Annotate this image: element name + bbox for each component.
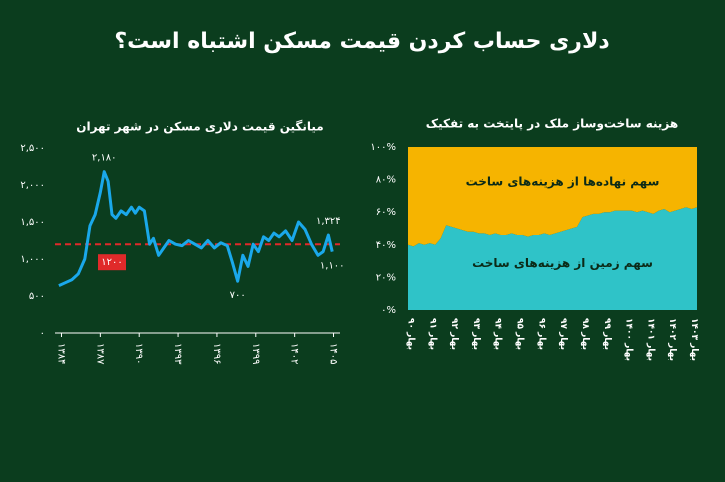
x-tick-label: بهار ۹۰	[406, 318, 416, 350]
annotation: ۱,۱۰۰	[320, 261, 345, 272]
area-label: سهم زمین از هزینه‌های ساخت	[472, 256, 653, 270]
x-tick-label: بهار ۱۴۰۰	[624, 318, 634, 361]
y-tick-label: ۲,۰۰۰	[20, 180, 45, 191]
x-tick-label: بهار ۹۶	[536, 318, 546, 350]
annotation: ۲,۱۸۰	[92, 153, 117, 164]
reference-label: ۱۲۰۰	[101, 257, 122, 268]
x-tick-label: بهار ۱۴۰۳	[689, 318, 699, 361]
annotation: ۷۰۰	[230, 290, 246, 301]
x-tick-label: ۱۳۸۷	[94, 343, 105, 365]
data-line	[58, 170, 334, 288]
y-tick-label: ۱,۰۰۰	[20, 254, 45, 265]
x-tick-label: ۱۴۰۲	[289, 343, 300, 364]
x-tick-label: بهار ۹۹	[602, 318, 612, 350]
x-tick-label: بهار ۹۱	[427, 318, 437, 350]
y-tick-label: ۲۰%	[376, 272, 396, 283]
y-tick-label: ۱۰۰%	[370, 142, 396, 153]
y-tick-label: ۵۰۰	[29, 291, 45, 302]
area	[408, 207, 697, 310]
annotation: ۱,۳۲۴	[316, 216, 341, 227]
main-title: دلاری حساب کردن قیمت مسکن اشتباه است؟	[114, 29, 609, 54]
x-tick-label: بهار ۹۸	[580, 318, 590, 350]
y-tick-label: ۴۰%	[376, 240, 396, 251]
y-tick-label: ۰	[40, 328, 45, 339]
x-tick-label: بهار ۹۳	[471, 318, 481, 350]
x-tick-label: بهار ۱۴۰۲	[667, 318, 677, 361]
chart-title: هزینه ساخت‌وساز ملک در پایتخت به تفکیک	[426, 117, 678, 132]
y-tick-label: ۸۰%	[376, 175, 396, 186]
x-tick-label: ۱۳۹۳	[172, 343, 183, 365]
x-tick-label: ۱۴۰۵	[328, 343, 339, 364]
y-tick-label: ۶۰%	[376, 207, 396, 218]
x-tick-label: بهار ۹۵	[515, 318, 525, 350]
reference-label-box	[98, 254, 126, 271]
x-tick-label: بهار ۹۲	[449, 318, 459, 350]
chart-title: میانگین قیمت دلاری مسکن در شهر تهران	[76, 120, 324, 134]
x-tick-label: ۱۳۹۰	[133, 343, 144, 364]
x-tick-label: بهار ۹۷	[558, 318, 568, 350]
x-tick-label: ۱۳۹۹	[250, 343, 261, 364]
area-label: سهم نهاده‌ها از هزینه‌های ساخت	[466, 175, 660, 189]
x-tick-label: ۱۳۹۶	[211, 343, 222, 364]
x-tick-label: بهار ۱۴۰۱	[645, 318, 655, 361]
x-tick-label: بهار ۹۴	[493, 318, 503, 350]
x-tick-label: ۱۳۸۴	[55, 343, 66, 364]
y-tick-label: ۲,۵۰۰	[20, 143, 45, 154]
y-tick-label: ۰%	[381, 305, 396, 316]
area	[408, 147, 697, 247]
y-tick-label: ۱,۵۰۰	[20, 217, 45, 228]
